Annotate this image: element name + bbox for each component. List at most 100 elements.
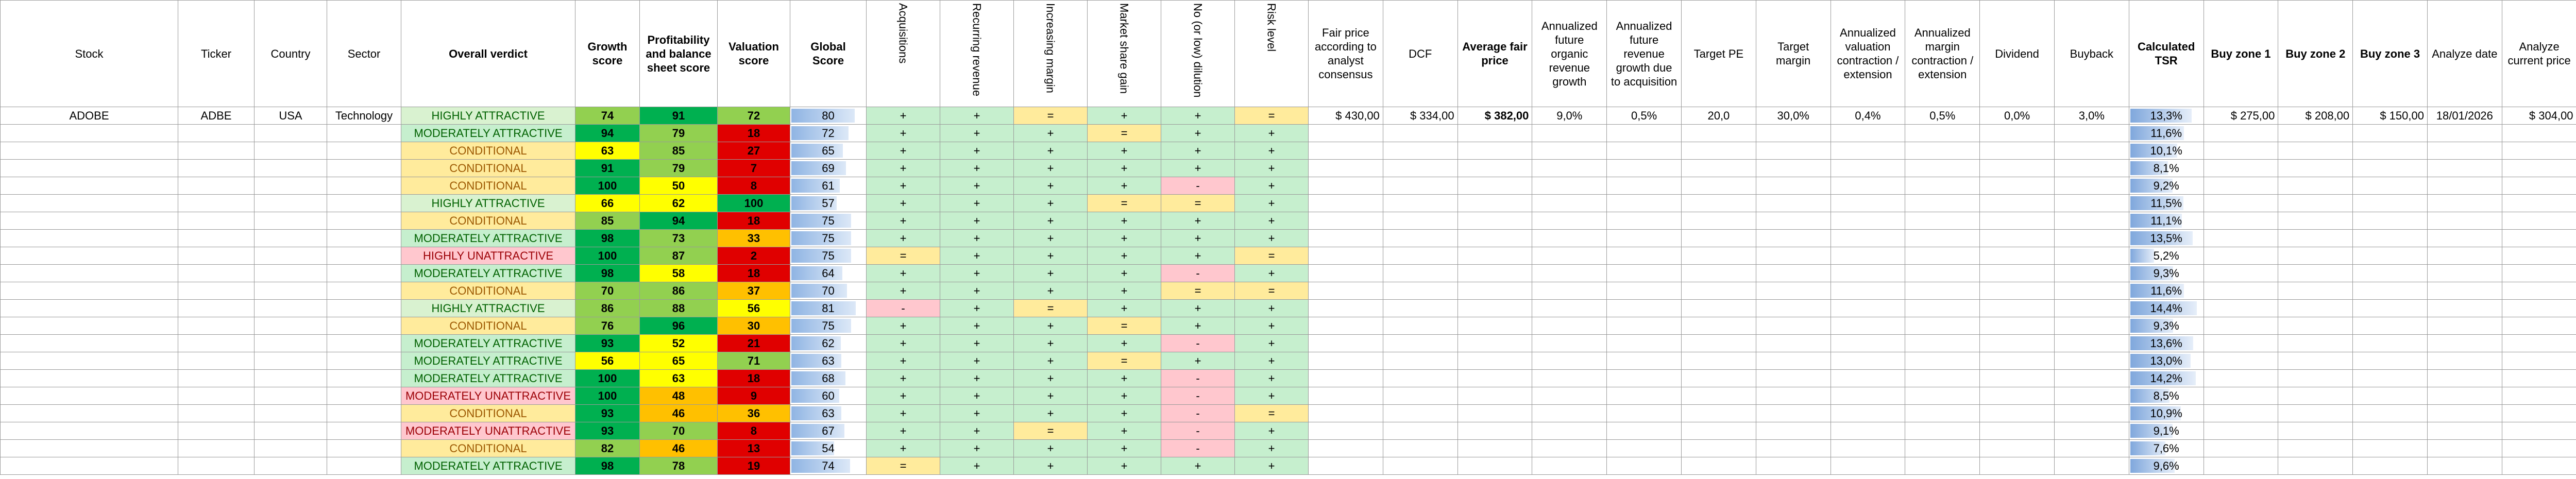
cell [1830, 457, 1906, 475]
cell [2427, 369, 2502, 387]
cell: + [1013, 317, 1088, 335]
cell: 5,2% [2128, 247, 2204, 265]
cell [1979, 334, 2055, 352]
cell-text: + [973, 284, 980, 297]
cell-text: 11,5% [2150, 196, 2182, 210]
cell-text: 76 [601, 319, 614, 332]
column-header: Sector [327, 0, 401, 107]
cell: 79 [639, 159, 718, 177]
cell: + [866, 264, 940, 282]
cell: + [1013, 229, 1088, 247]
cell: 9,3% [2128, 317, 2204, 335]
column-header-text: Target margin [1776, 40, 1811, 67]
cell [1308, 439, 1383, 457]
cell: 75 [790, 317, 867, 335]
cell [2278, 282, 2353, 300]
cell: + [1087, 457, 1161, 475]
cell-text: + [900, 371, 907, 385]
cell-text: + [973, 196, 980, 210]
data-bar [791, 266, 842, 280]
cell [1606, 387, 1682, 405]
cell [1606, 334, 1682, 352]
cell [1457, 212, 1533, 230]
cell [254, 439, 327, 457]
cell: 11,6% [2128, 124, 2204, 142]
cell [2054, 229, 2129, 247]
cell-text: - [1196, 424, 1200, 437]
cell [2501, 124, 2576, 142]
cell-text: 63 [822, 406, 835, 420]
column-header: Buyback [2054, 0, 2129, 107]
cell-text: + [1194, 354, 1201, 367]
column-header-text: Recurring revenue [970, 3, 984, 96]
column-header-text: Buy zone 1 [2211, 47, 2271, 60]
cell [1830, 299, 1906, 317]
cell: + [940, 439, 1014, 457]
cell [1905, 194, 1980, 212]
cell [327, 422, 401, 440]
cell-text: 80 [822, 109, 835, 122]
cell-text: 0,4% [1855, 109, 1881, 122]
cell [1905, 404, 1980, 422]
cell-text: 13,0% [2150, 354, 2182, 367]
cell-text: 3,0% [2078, 109, 2105, 122]
cell [2054, 124, 2129, 142]
cell [2054, 299, 2129, 317]
cell [254, 282, 327, 300]
cell-text: Technology [335, 109, 393, 122]
cell-text: 72 [822, 126, 835, 140]
cell [1606, 194, 1682, 212]
cell-text: + [900, 214, 907, 227]
column-header: Recurring revenue [940, 0, 1014, 107]
cell [2352, 124, 2428, 142]
cell-text: + [973, 249, 980, 262]
cell: = [1087, 317, 1161, 335]
cell: + [866, 282, 940, 300]
column-header: Calculated TSR [2128, 0, 2204, 107]
cell [1606, 142, 1682, 160]
cell [2427, 212, 2502, 230]
column-header: Fair price according to analyst consensu… [1308, 0, 1383, 107]
cell-text: + [900, 336, 907, 350]
data-bar [2130, 214, 2182, 228]
cell: 70 [575, 282, 640, 300]
cell-text: 63 [601, 144, 614, 157]
cell: 98 [575, 264, 640, 282]
cell [1979, 299, 2055, 317]
cell [1681, 247, 1756, 265]
cell-text: + [973, 266, 980, 280]
cell: 8,1% [2128, 159, 2204, 177]
cell: + [1013, 124, 1088, 142]
cell [1457, 124, 1533, 142]
cell: 82 [575, 439, 640, 457]
cell: + [1234, 299, 1309, 317]
cell [0, 194, 178, 212]
cell [1905, 229, 1980, 247]
cell [2352, 212, 2428, 230]
cell [2054, 212, 2129, 230]
cell [327, 369, 401, 387]
cell [1979, 387, 2055, 405]
cell [0, 177, 178, 195]
column-header: Buy zone 1 [2203, 0, 2279, 107]
cell [1979, 317, 2055, 335]
cell-text: 18 [747, 214, 760, 227]
cell: + [866, 159, 940, 177]
cell [327, 194, 401, 212]
cell-text: + [1268, 371, 1275, 385]
cell [1532, 352, 1607, 370]
cell: + [1161, 159, 1235, 177]
cell: 8,5% [2128, 387, 2204, 405]
cell [2501, 142, 2576, 160]
cell-text: + [1194, 214, 1201, 227]
cell: HIGHLY UNATTRACTIVE [401, 247, 575, 265]
column-header: Annualized valuation contraction / exten… [1830, 0, 1906, 107]
cell-text: + [900, 441, 907, 455]
cell-text: + [1047, 284, 1054, 297]
cell [1606, 159, 1682, 177]
cell-text: $ 208,00 [2305, 109, 2350, 122]
data-row: HIGHLY ATTRACTIVE666210057+++==+11,5%7,3… [0, 194, 2576, 212]
cell [1457, 264, 1533, 282]
cell: + [866, 212, 940, 230]
